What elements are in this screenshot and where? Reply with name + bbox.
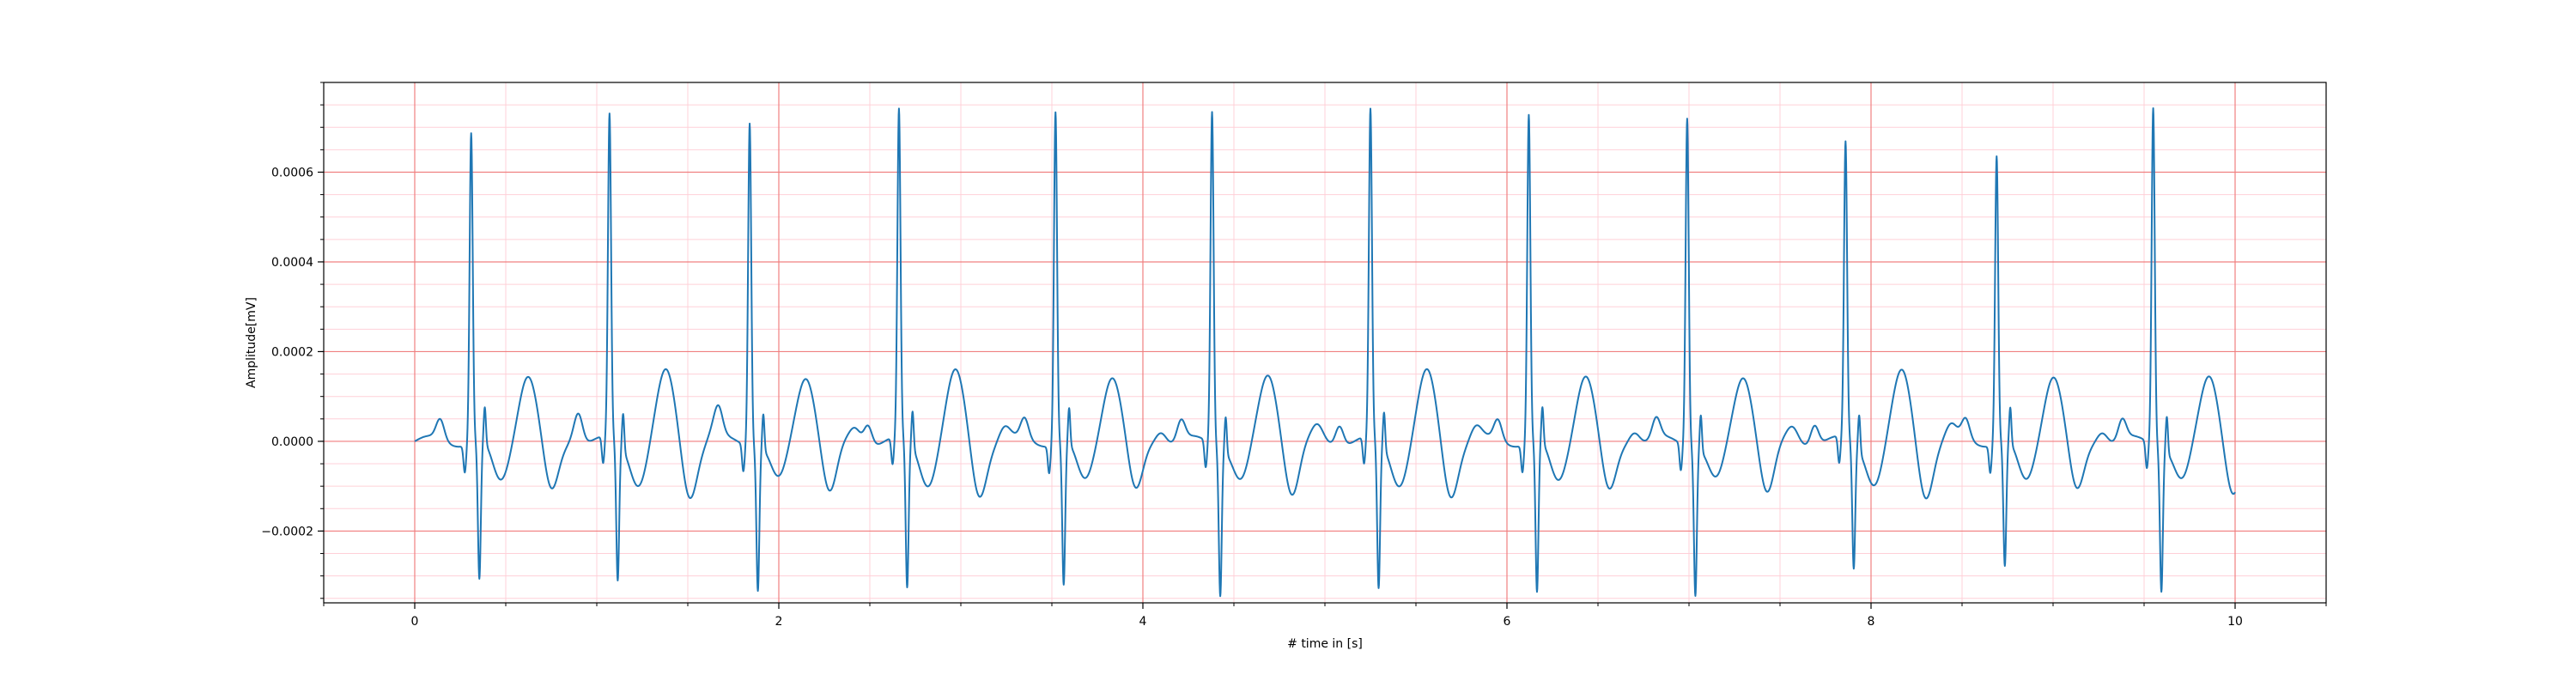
- x-axis-ticks: 0 2 4 6 8 10: [323, 603, 2327, 629]
- x-tick-label: 10: [2227, 615, 2243, 629]
- x-tick-label: 8: [1868, 615, 1875, 629]
- y-axis-label: Amplitude[mV]: [245, 297, 258, 388]
- ecg-line: [414, 107, 2236, 598]
- y-tick-label: −0.0002: [261, 525, 313, 538]
- major-grid: [324, 82, 2326, 603]
- y-tick-label: 0.0000: [271, 435, 313, 449]
- y-tick-label: 0.0002: [271, 345, 313, 359]
- minor-grid: [323, 82, 2327, 603]
- x-tick-label: 2: [775, 615, 783, 629]
- x-tick-label: 0: [411, 615, 419, 629]
- y-tick-label: 0.0004: [271, 256, 313, 270]
- y-axis-ticks: −0.0002 0.0000 0.0002 0.0004 0.0006: [261, 82, 324, 599]
- x-axis-label: # time in [s]: [1287, 637, 1363, 651]
- ecg-series: [414, 107, 2236, 598]
- y-tick-label: 0.0006: [271, 166, 313, 179]
- x-tick-label: 4: [1139, 615, 1147, 629]
- x-tick-label: 6: [1504, 615, 1511, 629]
